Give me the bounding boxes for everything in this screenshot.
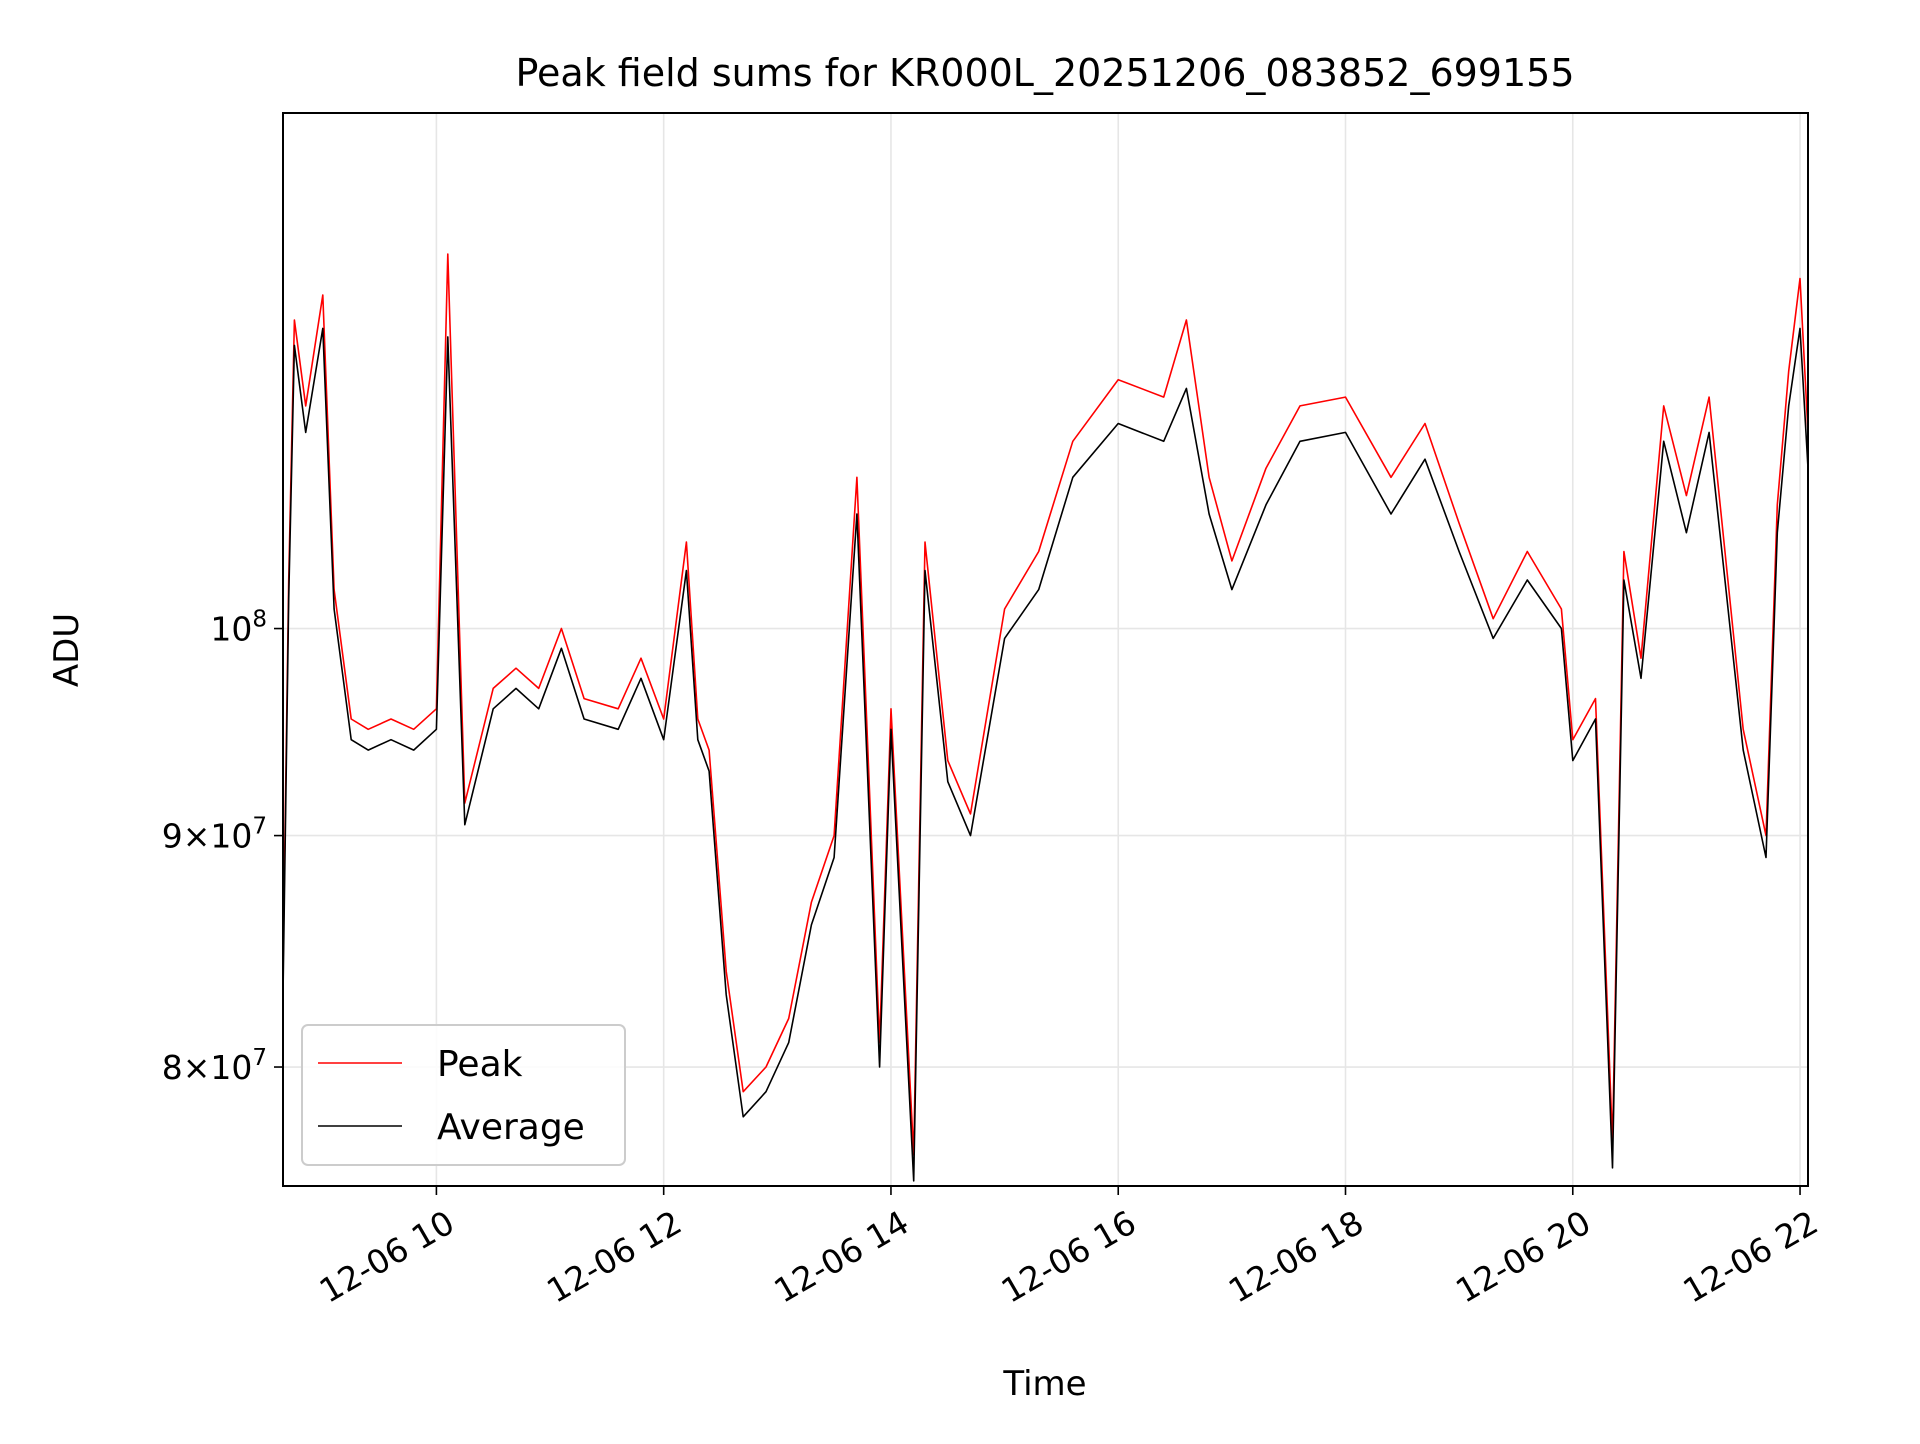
legend: Peak Average: [301, 1024, 626, 1166]
series-lines: [282, 253, 1809, 1182]
legend-label-peak: Peak: [437, 1044, 523, 1085]
x-axis-label: Time: [1002, 1364, 1086, 1404]
y-tick-label: 9×107: [162, 814, 267, 856]
axes-frame: [282, 112, 1809, 1187]
y-tick-label: 108: [210, 607, 267, 649]
legend-label-average: Average: [437, 1107, 585, 1148]
y-axis-label: ADU: [47, 613, 87, 687]
y-tick-label: 8×107: [162, 1045, 267, 1087]
series-line-average: [282, 327, 1809, 1182]
chart-title: Peak field sums for KR000L_20251206_0838…: [515, 51, 1574, 95]
legend-box: [301, 1024, 626, 1166]
